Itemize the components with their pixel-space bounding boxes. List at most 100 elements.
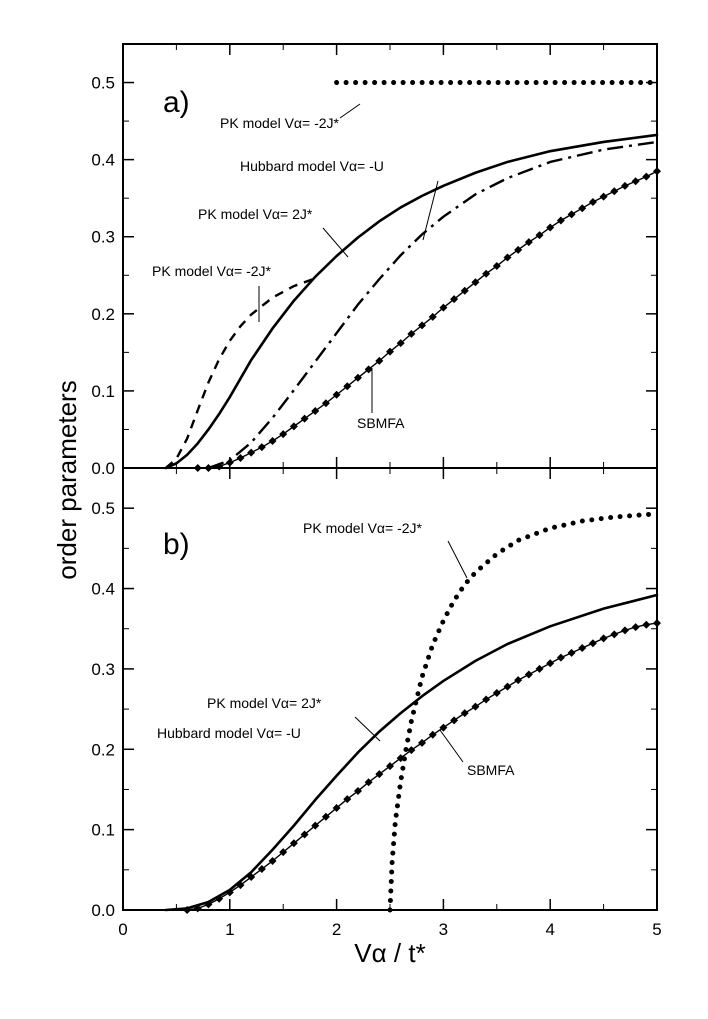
data-point	[460, 286, 469, 295]
data-point	[535, 664, 544, 673]
annotation-text: SBMFA	[357, 415, 405, 431]
data-point	[289, 422, 298, 431]
y-tick-label: 0.1	[91, 821, 115, 840]
annotation-text: PK model Vα= 2J*	[207, 695, 322, 711]
data-point	[257, 865, 266, 874]
data-point	[524, 238, 533, 247]
data-point	[642, 620, 651, 629]
data-point	[546, 223, 555, 232]
annotation-text: PK model Vα= -2J*	[303, 520, 423, 536]
x-tick-label: 3	[439, 920, 448, 939]
panel-b-series	[164, 511, 661, 914]
data-point	[482, 695, 491, 704]
data-point	[535, 231, 544, 240]
panel-a-label: a)	[163, 86, 190, 119]
data-point	[375, 356, 384, 365]
leader-line	[339, 103, 361, 119]
x-tick-label: 4	[545, 920, 554, 939]
x-tick-label: 2	[332, 920, 341, 939]
series-line	[164, 133, 659, 470]
y-tick-label: 0.3	[91, 660, 115, 679]
leader-line	[439, 729, 464, 763]
data-point	[193, 904, 202, 913]
y-tick-label: 0.3	[91, 228, 115, 247]
data-point	[428, 312, 437, 321]
annotation-b-hubbard: Hubbard model Vα= -U	[157, 725, 301, 741]
annotation-b-pk-neg: PK model Vα= -2J*	[303, 520, 468, 579]
panel-b: 0.0 0.1 0.2 0.3 0.4 0.5 0 1 2 3 4 5 b) PK model Vα=…	[91, 467, 662, 939]
annotation-text: SBMFA	[467, 762, 515, 778]
data-point	[503, 253, 512, 262]
data-point	[279, 848, 288, 857]
panel-a-series	[164, 80, 661, 472]
data-point	[247, 873, 256, 882]
data-point	[492, 262, 501, 271]
data-point	[482, 269, 491, 278]
leader-line	[354, 716, 381, 742]
data-point	[183, 906, 192, 914]
panel-b-label: b)	[163, 528, 190, 561]
data-point	[556, 216, 565, 225]
series-line	[387, 511, 660, 913]
series-line	[208, 140, 658, 470]
data-point	[610, 187, 619, 196]
data-point	[460, 709, 469, 718]
data-point	[631, 177, 640, 186]
panel-a-frame	[122, 43, 658, 469]
data-point	[300, 414, 309, 423]
data-point	[418, 738, 427, 747]
data-point	[364, 778, 373, 787]
data-point	[514, 245, 523, 254]
y-tick-label: 0.4	[91, 151, 115, 170]
data-point	[631, 623, 640, 632]
data-point	[418, 321, 427, 330]
data-point	[386, 347, 394, 356]
data-point	[353, 373, 362, 382]
data-point	[642, 172, 651, 181]
data-point	[332, 390, 341, 399]
data-point	[610, 630, 619, 639]
leader-line	[422, 180, 439, 241]
data-point	[343, 382, 352, 391]
data-point	[396, 339, 405, 348]
data-point	[225, 458, 234, 467]
data-point	[439, 723, 448, 732]
data-point	[204, 900, 213, 909]
data-point	[588, 198, 597, 207]
data-point	[503, 682, 512, 691]
data-point	[289, 839, 298, 848]
x-tick-label: 0	[118, 920, 127, 939]
data-point	[492, 689, 501, 698]
data-point	[653, 167, 661, 176]
annotation-b-sbmfa: SBMFA	[439, 729, 515, 778]
data-point	[257, 443, 266, 452]
data-point	[386, 762, 394, 771]
x-tick-label: 5	[652, 920, 661, 939]
data-point	[620, 181, 629, 190]
annotation-text: PK model Vα= -2J*	[220, 115, 340, 131]
data-point	[247, 448, 256, 457]
data-point	[620, 626, 629, 635]
data-point	[514, 676, 523, 685]
y-tick-label: 0.1	[91, 382, 115, 401]
leader-line	[447, 540, 468, 579]
panel-b-ticks: 0.0 0.1 0.2 0.3 0.4 0.5 0 1 2 3 4 5	[91, 467, 662, 939]
annotation-a-pk-neg-dashed: PK model Vα= -2J*	[152, 263, 272, 322]
data-point	[524, 670, 533, 679]
data-point	[450, 295, 459, 304]
data-point	[268, 856, 277, 865]
annotation-text: Hubbard model Vα= -U	[157, 725, 301, 741]
data-point	[279, 430, 288, 439]
y-tick-label: 0.5	[91, 499, 115, 518]
data-point	[332, 803, 341, 812]
data-point	[567, 210, 576, 219]
annotation-a-pk-neg-top: PK model Vα= -2J*	[220, 103, 361, 131]
y-tick-label: 0.0	[91, 901, 115, 920]
annotation-a-sbmfa: SBMFA	[357, 368, 405, 431]
x-tick-label: 1	[225, 920, 234, 939]
data-point	[353, 787, 362, 796]
data-point	[268, 437, 277, 446]
data-point	[471, 702, 480, 711]
series-line	[164, 277, 316, 469]
